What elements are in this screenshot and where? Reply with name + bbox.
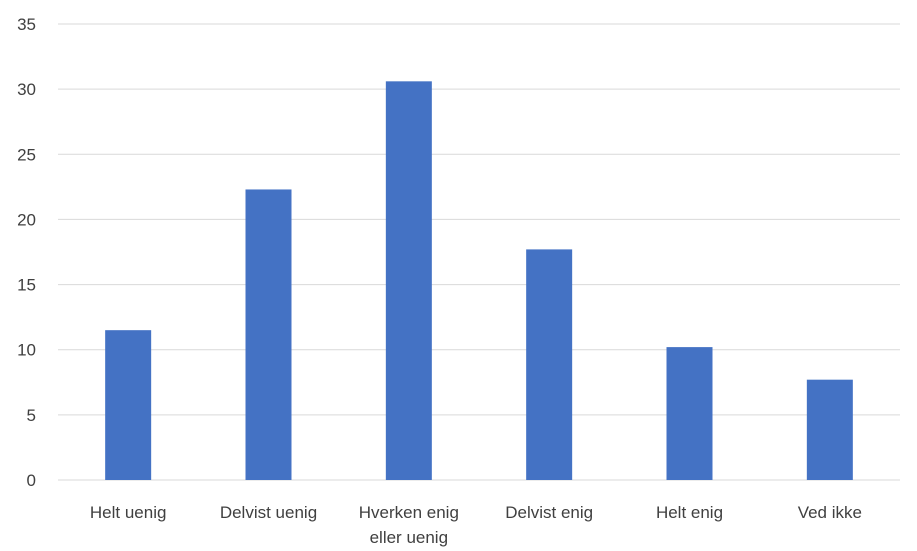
x-tick-label: Helt enig bbox=[656, 503, 723, 522]
bar bbox=[666, 347, 713, 480]
bar bbox=[105, 330, 152, 480]
x-axis-labels: Helt uenig Delvist uenig Hverken enig eller… bbox=[90, 503, 862, 547]
y-tick-label: 25 bbox=[17, 145, 36, 164]
bar bbox=[245, 189, 292, 480]
y-tick-label: 5 bbox=[27, 406, 36, 425]
x-tick-label: Delvist uenig bbox=[220, 503, 317, 522]
bar bbox=[526, 249, 573, 480]
x-tick-label: Hverken enig eller uenig bbox=[359, 503, 459, 547]
x-tick-label: Delvist enig bbox=[505, 503, 593, 522]
y-tick-label: 10 bbox=[17, 341, 36, 360]
x-tick-label: Ved ikke bbox=[798, 503, 862, 522]
bar bbox=[385, 81, 432, 480]
gridlines bbox=[58, 23, 900, 481]
y-tick-label: 0 bbox=[27, 471, 36, 490]
y-tick-label: 15 bbox=[17, 276, 36, 295]
y-tick-label: 30 bbox=[17, 80, 36, 99]
y-tick-label: 20 bbox=[17, 210, 36, 229]
bar bbox=[806, 379, 853, 480]
y-tick-label: 35 bbox=[17, 15, 36, 34]
y-axis-ticks: 0 5 10 15 20 25 30 35 bbox=[17, 15, 36, 490]
bars bbox=[105, 81, 853, 480]
x-tick-label: Helt uenig bbox=[90, 503, 167, 522]
